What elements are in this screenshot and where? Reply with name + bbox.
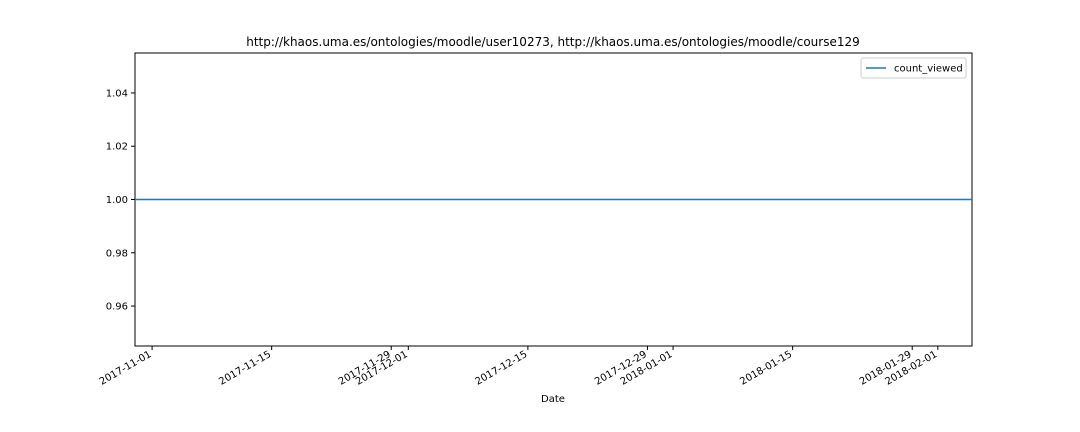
x-tick-label: 2017-12-15 — [474, 349, 530, 388]
legend-box — [860, 57, 967, 79]
x-tick-label: 2017-11-01 — [98, 349, 154, 388]
y-axis: 0.96 0.98 1.00 1.02 1.04 — [106, 88, 135, 313]
x-axis: 2017-11-01 2017-11-15 2017-11-292017-12-01… — [98, 346, 939, 388]
y-tick-label: 0.98 — [106, 248, 128, 259]
x-tick-label: 2018-01-15 — [738, 349, 794, 388]
y-tick-label: 1.00 — [106, 195, 128, 206]
chart-title: http://khaos.uma.es/ontologies/moodle/us… — [246, 35, 860, 49]
y-tick-label: 0.96 — [106, 302, 128, 313]
x-axis-label: Date — [541, 394, 565, 405]
legend: count_viewed — [860, 57, 967, 79]
x-tick-label: 2017-11-15 — [217, 349, 273, 388]
legend-label: count_viewed — [894, 64, 963, 75]
y-tick-label: 1.02 — [106, 142, 128, 153]
y-tick-label: 1.04 — [106, 88, 128, 99]
